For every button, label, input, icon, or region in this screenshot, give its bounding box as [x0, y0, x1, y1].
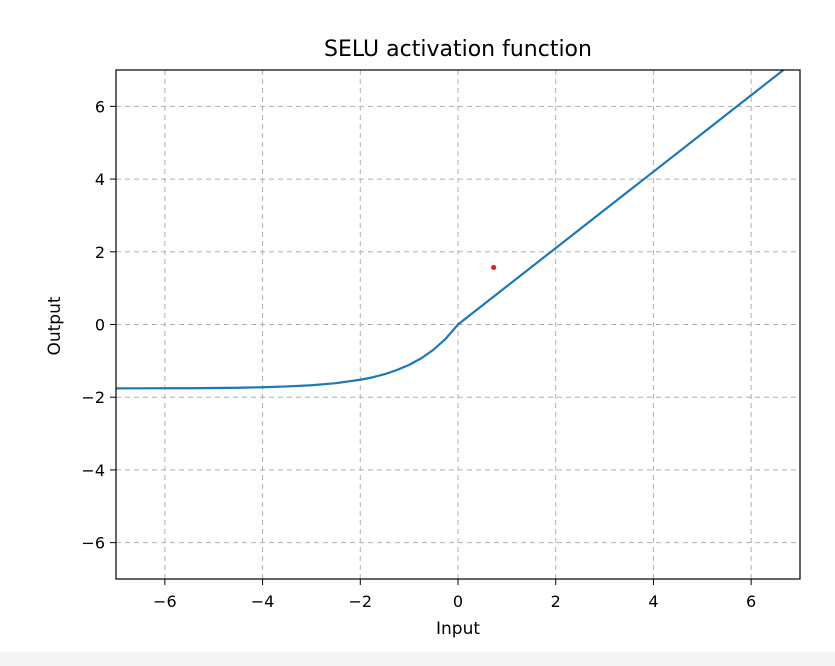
- selu-line: [115, 69, 785, 390]
- x-axis-label: Input: [436, 619, 480, 639]
- tick-layer: −6 −4 −2 0 2 4 6 −6 −4 −2 0 2 4 6: [81, 97, 756, 611]
- y-axis-label: Output: [45, 296, 65, 355]
- x-tick-label: 0: [453, 592, 463, 611]
- y-tick-label: −2: [81, 388, 105, 407]
- x-tick-label: 6: [746, 592, 756, 611]
- x-tick-label: 2: [551, 592, 561, 611]
- y-tick-label: 2: [95, 243, 105, 262]
- chart-title: SELU activation function: [324, 37, 592, 62]
- data-point: [491, 264, 497, 271]
- grid-lines: [116, 70, 800, 579]
- y-tick-label: −6: [81, 534, 105, 553]
- x-tick-label: −2: [348, 592, 372, 611]
- x-tick-label: −6: [153, 592, 177, 611]
- y-tick-label: 0: [95, 316, 105, 335]
- y-tick-label: 4: [95, 170, 105, 189]
- x-tick-label: 4: [648, 592, 658, 611]
- y-tick-label: −4: [81, 461, 105, 480]
- y-tick-label: 6: [95, 97, 105, 116]
- x-tick-label: −4: [251, 592, 275, 611]
- bottom-strip: [0, 652, 835, 666]
- series-layer: [115, 69, 785, 390]
